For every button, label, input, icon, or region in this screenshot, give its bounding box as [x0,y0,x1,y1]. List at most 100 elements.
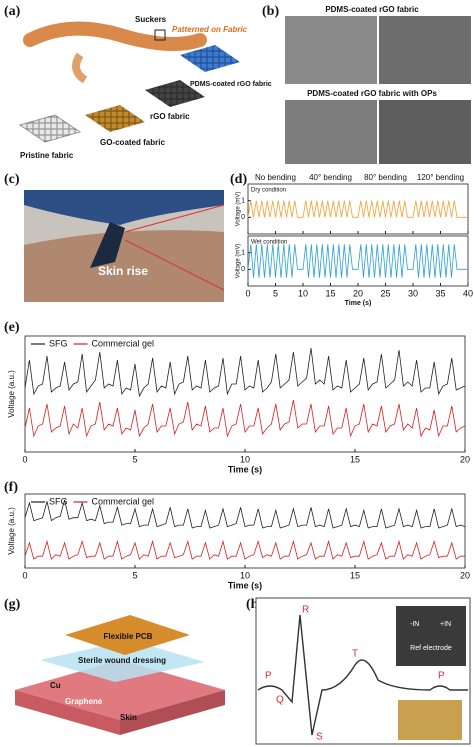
x-axis-label: Time (s) [345,300,372,307]
data-line [24,539,465,560]
subplot-label: Wet condition [251,240,287,246]
annotation: Skin rise [98,264,148,278]
x-tick-label: 5 [273,288,278,298]
wave-label: T [352,649,358,660]
y-axis-label: Voltage (mV) [236,244,242,279]
wave-label: Q [276,695,284,706]
annotation: Pristine fabric [20,151,74,160]
layer-label: Skin [120,713,137,722]
y-tick-label: 1 [241,250,245,257]
legend-label: SFG [49,496,68,506]
wave-label: S [316,732,323,743]
plot-frame [24,335,466,453]
segment-label: 40° bending [309,173,352,182]
panel-label: (e) [4,320,20,335]
legend-label: SFG [49,338,68,348]
inset-label: -IN [410,621,419,628]
layer-label: Cu [50,681,61,690]
annotation: Suckers [135,15,167,24]
panel-label: (b) [262,4,279,19]
layer-label: Flexible PCB [104,632,153,641]
x-tick-label: 20 [460,570,470,580]
y-tick-label: 0 [241,214,245,221]
panel-c: Skin rise [24,190,225,302]
dressing-layer [40,640,205,682]
y-tick-label: 0 [241,266,245,273]
x-tick-label: 10 [298,288,308,298]
tentacle-curl [72,52,88,84]
x-tick-label: 20 [460,454,470,464]
data-line [24,347,466,398]
segment-label: 80° bending [364,173,407,182]
sem-image [285,100,377,164]
layer-label: Sterile wound dressing [78,656,166,665]
wave-label: R [302,605,309,616]
data-line [247,200,468,218]
inset-label: Ref electrode [410,645,452,652]
sem-image [285,16,377,84]
tentacle [23,21,207,51]
annotation: rGO fabric [150,112,190,121]
panel-label: (c) [4,172,20,187]
layer-label: Graphene [65,697,103,706]
panel-a: Suckers Patterned on Fabric PDMS-coated … [18,15,272,160]
data-line [24,399,466,438]
x-tick-label: 0 [245,288,250,298]
legend-label: Commercial gel [92,338,155,348]
panel-h: P Q R S T P -IN +IN Ref electrode [255,597,471,745]
fabric-weave [20,115,80,142]
zoom-line [124,204,225,233]
x-tick-label: 20 [353,288,363,298]
circuit-photo [398,700,462,740]
image-title: PDMS-coated rGO fabric [325,5,419,14]
x-tick-label: 10 [240,454,250,464]
wave-label: P [438,671,445,682]
wave-label: P [265,671,272,682]
x-tick-label: 0 [22,454,27,464]
y-axis-label: Voltage (a.u.) [7,370,16,418]
y-axis-label: Voltage (mV) [236,192,242,227]
data-line [24,499,466,529]
x-tick-label: 0 [22,570,27,580]
annotation: GO-coated fabric [100,138,165,147]
fabric-weave [85,105,145,132]
panel-label: (g) [4,597,21,612]
charts: No bending 40° bending 80° bending 120° ben… [7,173,473,590]
panel-label: (a) [4,4,21,19]
panel-b: PDMS-coated rGO fabric PDMS-coated rGO f… [285,5,471,164]
segment-label: No bending [255,173,296,182]
pcb-layer [65,615,190,655]
y-tick-label: 1 [241,198,245,205]
data-line [247,244,468,278]
electrode [90,222,125,268]
annotation: Patterned on Fabric [172,25,248,34]
ecg-schematic [257,614,468,736]
x-tick-label: 10 [240,570,250,580]
sem-image [379,16,471,84]
x-tick-label: 5 [132,570,137,580]
x-tick-label: 40 [463,288,473,298]
panel-letters: (a) (b) (c) (d) (e) (f) (g) (h) [4,4,279,612]
legend-label: Commercial gel [92,496,155,506]
sem-image [379,100,471,164]
annotation: PDMS-coated rGO fabric [190,81,272,88]
panel-g: Flexible PCB Sterile wound dressing Cu G… [15,615,225,735]
zoom-line [124,239,225,291]
arm [24,230,224,302]
y-axis-label: Voltage (a.u.) [7,507,16,555]
inset-label: +IN [440,621,451,628]
sucker-box [154,29,166,41]
x-tick-label: 25 [380,288,390,298]
panel-label: (d) [230,172,247,187]
x-tick-label: 30 [408,288,418,298]
image-title: PDMS-coated rGO fabric with OPs [307,89,437,98]
segment-label: 120° bending [417,173,464,182]
x-axis-label: Time (s) [228,464,262,474]
fabric-weave [180,45,240,72]
x-tick-label: 15 [350,454,360,464]
panel-label: (f) [4,480,18,495]
fabric-weave [145,80,205,107]
x-tick-label: 15 [350,570,360,580]
